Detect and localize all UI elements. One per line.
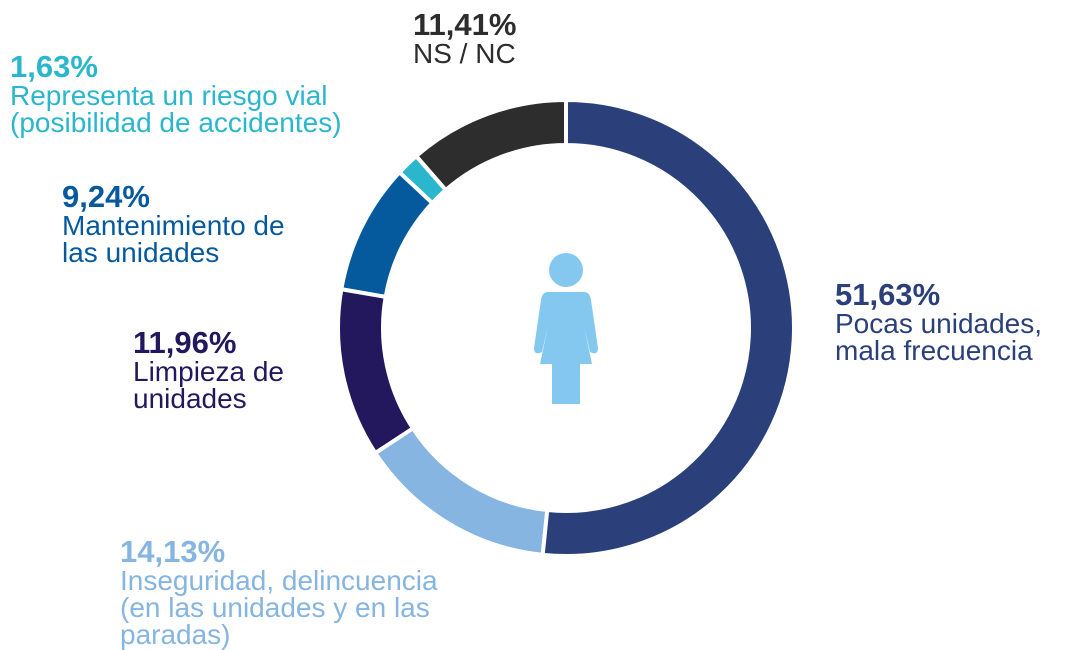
donut-segment	[540, 97, 796, 558]
person-icon	[534, 253, 598, 404]
category-label: Mantenimiento de las unidades	[62, 210, 285, 268]
segment-label: 51,63% Pocas unidades, mala frecuencia	[835, 277, 1043, 366]
category-label: NS / NC	[413, 38, 516, 69]
category-label: Pocas unidades, mala frecuencia	[835, 308, 1043, 366]
value-label: 9,24%	[62, 179, 150, 214]
segment-label: 11,41% NS / NC	[413, 7, 517, 69]
segment-label: 9,24% Mantenimiento de las unidades	[62, 179, 285, 268]
value-label: 11,41%	[413, 7, 517, 42]
segment-label: 14,13% Inseguridad, delincuencia (en las …	[120, 534, 438, 650]
category-label: Inseguridad, delincuencia (en las unidad…	[120, 565, 438, 650]
donut-segment	[339, 169, 436, 300]
segment-label: 11,96% Limpieza de unidades	[133, 325, 284, 414]
value-label: 11,96%	[133, 325, 237, 360]
donut-segment	[413, 97, 568, 193]
value-label: 14,13%	[120, 534, 226, 569]
value-label: 1,63%	[10, 49, 98, 84]
donut-segment	[336, 286, 416, 456]
category-label: Representa un riesgo vial (posibilidad d…	[10, 80, 342, 138]
category-label: Limpieza de unidades	[133, 356, 284, 414]
donut-segment	[372, 425, 550, 557]
segment-label: 1,63% Representa un riesgo vial (posibili…	[10, 49, 342, 138]
value-label: 51,63%	[835, 277, 941, 312]
